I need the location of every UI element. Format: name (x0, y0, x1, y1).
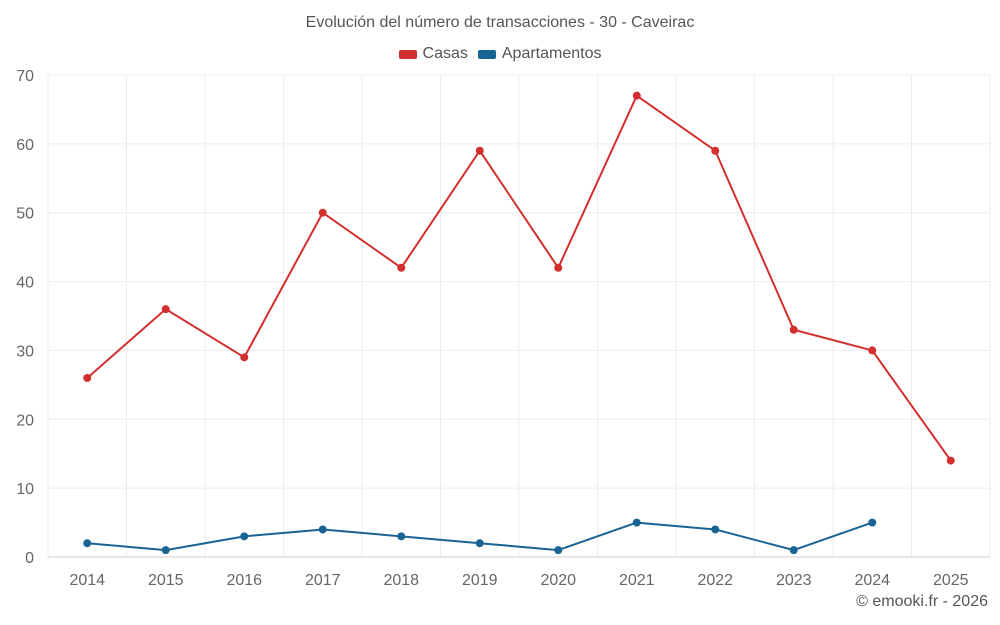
data-point-casas-2021 (632, 91, 641, 100)
data-point-apartamentos-2017 (318, 525, 327, 534)
x-tick-label-2018: 2018 (383, 572, 419, 589)
data-point-apartamentos-2021 (632, 518, 641, 527)
data-point-apartamentos-2016 (240, 532, 249, 541)
data-point-casas-2023 (789, 325, 798, 334)
legend-item-casas[interactable]: Casas (398, 45, 468, 63)
series-line-casas (86, 94, 952, 462)
x-tick-label-2023: 2023 (776, 572, 812, 589)
y-tick-label-40: 40 (16, 275, 34, 292)
x-tick-label-2015: 2015 (148, 572, 184, 589)
x-tick-label-2021: 2021 (619, 572, 655, 589)
data-point-casas-2025 (946, 456, 955, 465)
x-tick-label-2019: 2019 (462, 572, 498, 589)
data-point-casas-2015 (161, 305, 170, 314)
x-tick-label-2022: 2022 (697, 572, 733, 589)
data-point-casas-2020 (554, 263, 563, 272)
data-point-apartamentos-2022 (711, 525, 720, 534)
x-tick-label-2017: 2017 (305, 572, 341, 589)
y-tick-label-70: 70 (16, 68, 34, 85)
data-point-casas-2019 (475, 146, 484, 155)
y-tick-label-0: 0 (25, 550, 34, 567)
x-tick-label-2016: 2016 (226, 572, 262, 589)
x-tick-label-2025: 2025 (933, 572, 969, 589)
x-tick-label-2020: 2020 (540, 572, 576, 589)
legend-swatch-apartamentos (477, 49, 496, 59)
legend-label-casas: Casas (422, 45, 468, 62)
data-point-apartamentos-2015 (161, 546, 170, 555)
chart-legend: Casas Apartamentos (0, 45, 1000, 63)
data-point-casas-2017 (318, 208, 327, 217)
y-tick-label-60: 60 (16, 137, 34, 154)
x-tick-label-2024: 2024 (854, 572, 890, 589)
legend-item-apartamentos[interactable]: Apartamentos (477, 45, 602, 63)
data-point-apartamentos-2023 (789, 546, 798, 555)
legend-label-apartamentos: Apartamentos (501, 45, 602, 62)
data-point-apartamentos-2024 (868, 518, 877, 527)
data-point-casas-2018 (397, 263, 406, 272)
y-tick-label-50: 50 (16, 206, 34, 223)
data-point-apartamentos-2014 (83, 539, 92, 548)
data-point-casas-2024 (868, 346, 877, 355)
data-point-casas-2022 (711, 146, 720, 155)
data-point-apartamentos-2020 (554, 546, 563, 555)
data-point-apartamentos-2019 (475, 539, 484, 548)
y-tick-label-20: 20 (16, 412, 34, 429)
data-point-casas-2016 (240, 353, 249, 362)
y-tick-label-30: 30 (16, 343, 34, 360)
data-point-casas-2014 (83, 373, 92, 382)
chart-title: Evolución del número de transacciones - … (305, 14, 695, 31)
data-point-apartamentos-2018 (397, 532, 406, 541)
x-tick-label-2014: 2014 (69, 572, 105, 589)
y-tick-label-10: 10 (16, 481, 34, 498)
legend-swatch-casas (398, 49, 417, 59)
copyright-credit: © emooki.fr - 2026 (856, 593, 988, 610)
